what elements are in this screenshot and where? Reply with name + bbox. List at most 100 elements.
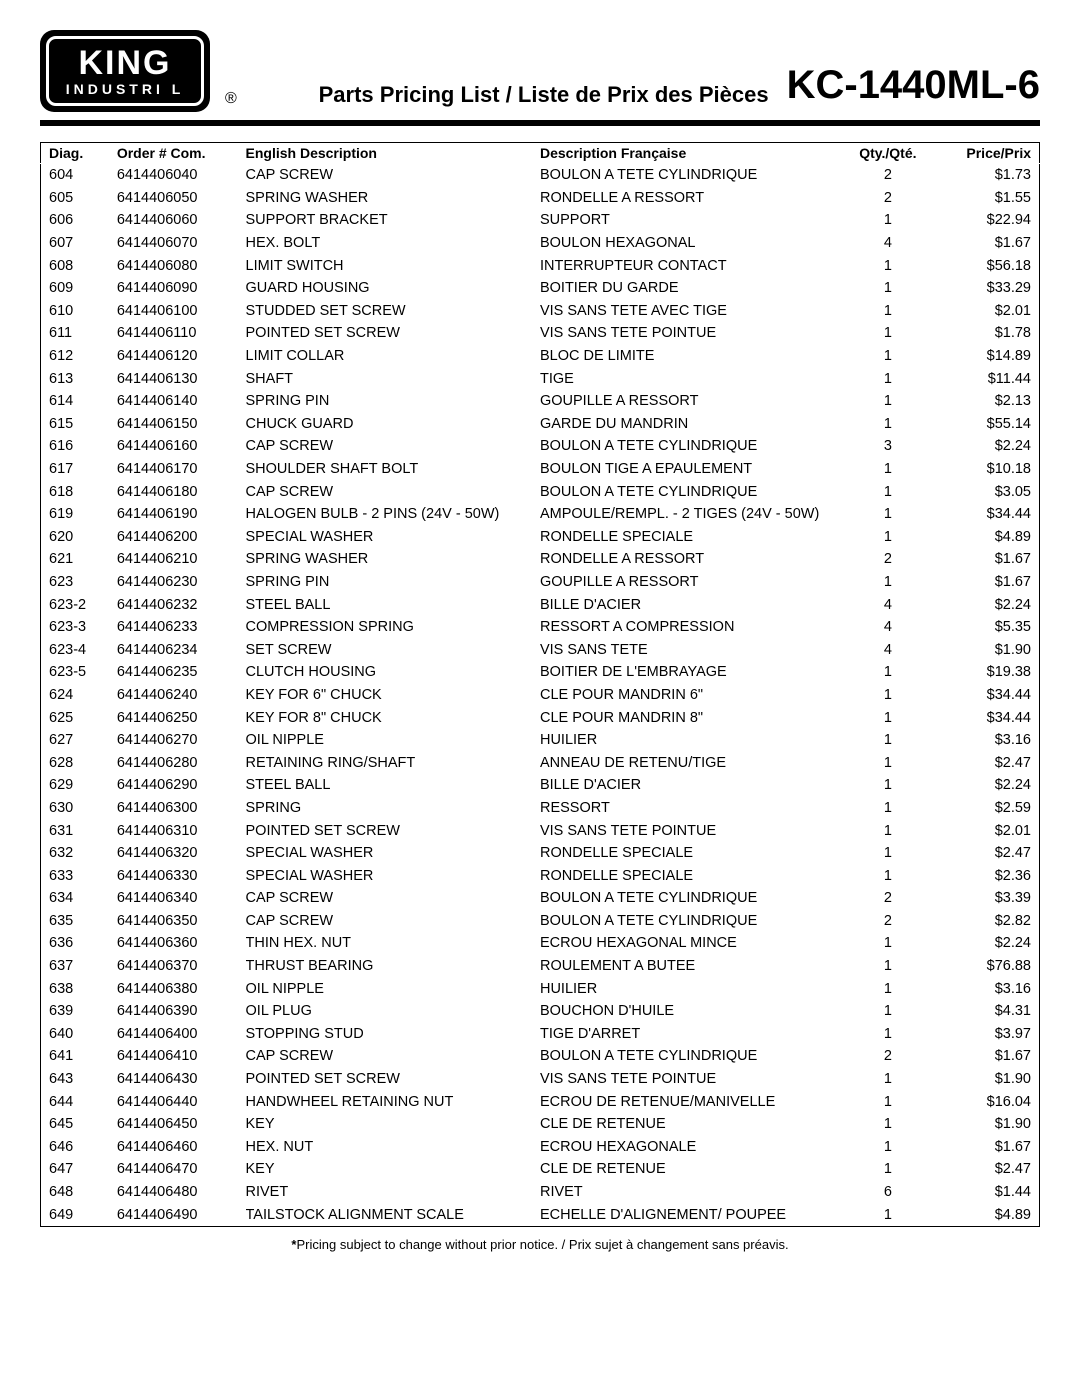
cell-order: 6414406370 xyxy=(117,955,246,978)
table-row: 6296414406290STEEL BALLBILLE D'ACIER1$2.… xyxy=(41,774,1040,797)
cell-en: SET SCREW xyxy=(246,638,540,661)
cell-fr: GOUPILLE A RESSORT xyxy=(540,390,840,413)
cell-price: $2.13 xyxy=(936,390,1040,413)
cell-order: 6414406460 xyxy=(117,1136,246,1159)
cell-price: $1.55 xyxy=(936,187,1040,210)
table-row: 6096414406090GUARD HOUSINGBOITIER DU GAR… xyxy=(41,277,1040,300)
cell-en: CLUTCH HOUSING xyxy=(246,661,540,684)
cell-price: $1.78 xyxy=(936,322,1040,345)
cell-en: THRUST BEARING xyxy=(246,955,540,978)
cell-diag: 630 xyxy=(41,797,117,820)
cell-diag: 619 xyxy=(41,503,117,526)
cell-diag: 606 xyxy=(41,209,117,232)
cell-en: OIL NIPPLE xyxy=(246,977,540,1000)
cell-fr: RONDELLE SPECIALE xyxy=(540,842,840,865)
cell-price: $3.97 xyxy=(936,1023,1040,1046)
cell-order: 6414406050 xyxy=(117,187,246,210)
cell-price: $3.05 xyxy=(936,480,1040,503)
cell-en: KEY xyxy=(246,1113,540,1136)
cell-fr: BLOC DE LIMITE xyxy=(540,345,840,368)
cell-qty: 1 xyxy=(840,390,936,413)
cell-order: 6414406390 xyxy=(117,1000,246,1023)
cell-price: $4.89 xyxy=(936,526,1040,549)
cell-qty: 1 xyxy=(840,774,936,797)
cell-diag: 637 xyxy=(41,955,117,978)
cell-en: HEX. NUT xyxy=(246,1136,540,1159)
cell-en: HALOGEN BULB - 2 PINS (24V - 50W) xyxy=(246,503,540,526)
cell-qty: 1 xyxy=(840,458,936,481)
footnote-text: Pricing subject to change without prior … xyxy=(296,1237,788,1252)
cell-en: KEY xyxy=(246,1158,540,1181)
cell-price: $16.04 xyxy=(936,1090,1040,1113)
cell-order: 6414406110 xyxy=(117,322,246,345)
table-row: 6406414406400STOPPING STUDTIGE D'ARRET1$… xyxy=(41,1023,1040,1046)
cell-price: $4.31 xyxy=(936,1000,1040,1023)
col-order: Order # Com. xyxy=(117,143,246,164)
table-row: 6216414406210SPRING WASHERRONDELLE A RES… xyxy=(41,548,1040,571)
table-header: Diag. Order # Com. English Description D… xyxy=(41,143,1040,164)
table-row: 6346414406340CAP SCREWBOULON A TETE CYLI… xyxy=(41,887,1040,910)
cell-en: HANDWHEEL RETAINING NUT xyxy=(246,1090,540,1113)
table-row: 623-56414406235CLUTCH HOUSINGBOITIER DE … xyxy=(41,661,1040,684)
cell-fr: CLE POUR MANDRIN 6" xyxy=(540,684,840,707)
footnote: *Pricing subject to change without prior… xyxy=(40,1237,1040,1252)
cell-diag: 644 xyxy=(41,1090,117,1113)
table-row: 6056414406050SPRING WASHERRONDELLE A RES… xyxy=(41,187,1040,210)
cell-order: 6414406180 xyxy=(117,480,246,503)
cell-en: SPECIAL WASHER xyxy=(246,526,540,549)
cell-qty: 1 xyxy=(840,864,936,887)
cell-qty: 1 xyxy=(840,729,936,752)
cell-diag: 633 xyxy=(41,864,117,887)
cell-fr: ANNEAU DE RETENU/TIGE xyxy=(540,751,840,774)
cell-qty: 1 xyxy=(840,751,936,774)
cell-qty: 1 xyxy=(840,684,936,707)
cell-en: CAP SCREW xyxy=(246,435,540,458)
cell-price: $2.36 xyxy=(936,864,1040,887)
table-row: 6146414406140SPRING PINGOUPILLE A RESSOR… xyxy=(41,390,1040,413)
cell-price: $2.82 xyxy=(936,910,1040,933)
cell-diag: 623 xyxy=(41,571,117,594)
cell-en: SUPPORT BRACKET xyxy=(246,209,540,232)
cell-qty: 1 xyxy=(840,706,936,729)
table-row: 6206414406200SPECIAL WASHERRONDELLE SPEC… xyxy=(41,526,1040,549)
cell-qty: 1 xyxy=(840,1068,936,1091)
table-row: 6286414406280RETAINING RING/SHAFTANNEAU … xyxy=(41,751,1040,774)
cell-qty: 1 xyxy=(840,503,936,526)
table-row: 6116414406110POINTED SET SCREWVIS SANS T… xyxy=(41,322,1040,345)
cell-diag: 616 xyxy=(41,435,117,458)
cell-price: $2.24 xyxy=(936,774,1040,797)
cell-diag: 609 xyxy=(41,277,117,300)
cell-en: CAP SCREW xyxy=(246,910,540,933)
cell-qty: 1 xyxy=(840,955,936,978)
cell-diag: 618 xyxy=(41,480,117,503)
cell-fr: CLE DE RETENUE xyxy=(540,1113,840,1136)
table-row: 6396414406390OIL PLUGBOUCHON D'HUILE1$4.… xyxy=(41,1000,1040,1023)
cell-order: 6414406380 xyxy=(117,977,246,1000)
cell-qty: 1 xyxy=(840,1023,936,1046)
cell-diag: 621 xyxy=(41,548,117,571)
cell-diag: 623-5 xyxy=(41,661,117,684)
cell-fr: RONDELLE A RESSORT xyxy=(540,187,840,210)
cell-fr: RIVET xyxy=(540,1181,840,1204)
cell-order: 6414406170 xyxy=(117,458,246,481)
cell-diag: 649 xyxy=(41,1203,117,1226)
cell-en: CAP SCREW xyxy=(246,164,540,187)
cell-order: 6414406320 xyxy=(117,842,246,865)
cell-price: $1.67 xyxy=(936,1136,1040,1159)
cell-qty: 1 xyxy=(840,413,936,436)
cell-en: CAP SCREW xyxy=(246,480,540,503)
table-row: 6236414406230SPRING PINGOUPILLE A RESSOR… xyxy=(41,571,1040,594)
table-row: 6246414406240KEY FOR 6" CHUCKCLE POUR MA… xyxy=(41,684,1040,707)
cell-diag: 632 xyxy=(41,842,117,865)
table-row: 6496414406490TAILSTOCK ALIGNMENT SCALEEC… xyxy=(41,1203,1040,1226)
cell-en: THIN HEX. NUT xyxy=(246,932,540,955)
cell-fr: ECHELLE D'ALIGNEMENT/ POUPEE xyxy=(540,1203,840,1226)
table-row: 6256414406250KEY FOR 8" CHUCKCLE POUR MA… xyxy=(41,706,1040,729)
cell-qty: 4 xyxy=(840,616,936,639)
cell-order: 6414406100 xyxy=(117,300,246,323)
cell-order: 6414406233 xyxy=(117,616,246,639)
cell-qty: 1 xyxy=(840,322,936,345)
cell-fr: BOITIER DU GARDE xyxy=(540,277,840,300)
table-row: 6046414406040CAP SCREWBOULON A TETE CYLI… xyxy=(41,164,1040,187)
cell-fr: VIS SANS TETE POINTUE xyxy=(540,1068,840,1091)
